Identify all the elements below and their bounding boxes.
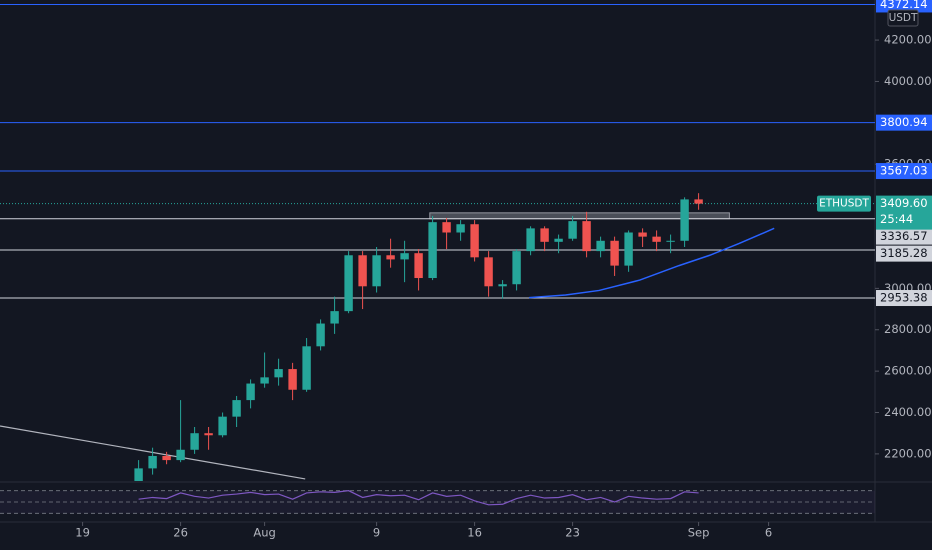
candle-body (218, 416, 227, 436)
candle-body (372, 255, 381, 287)
x-tick-label: 19 (75, 526, 90, 540)
candle-body (526, 228, 535, 252)
candle-body (554, 238, 563, 242)
candle-body (204, 433, 213, 436)
currency-label: USDT (889, 12, 918, 24)
candle-body (666, 240, 675, 242)
price-label-box (876, 245, 932, 262)
y-tick-label: 2200.00 (884, 446, 932, 460)
candle-body (330, 311, 339, 324)
y-tick-label: 4000.00 (884, 74, 932, 88)
candle-body (456, 224, 465, 233)
symbol-box (817, 195, 871, 212)
price-label: 2953.38 (880, 291, 928, 305)
candle-body (162, 455, 171, 461)
candle-body (442, 222, 451, 233)
price-label-box (876, 0, 932, 13)
candle-body (512, 251, 521, 285)
candle-body (498, 284, 507, 287)
candle-body (596, 240, 605, 252)
candle-body (302, 346, 311, 390)
x-tick-label: 6 (765, 526, 772, 540)
candle-body (344, 255, 353, 312)
candle-body (470, 224, 479, 258)
candle-body (232, 400, 241, 417)
candle-body (260, 377, 269, 384)
rsi-line (138, 490, 699, 506)
price-label-box (876, 228, 932, 245)
x-tick-label: 26 (173, 526, 188, 540)
candle-body (176, 449, 185, 461)
price-label: 3336.57 (880, 229, 928, 243)
candle-body (582, 221, 591, 252)
candle-body (694, 199, 703, 204)
candle-body (484, 257, 493, 287)
currency-box (887, 9, 919, 27)
price-label: 3800.94 (880, 115, 928, 129)
candle-body (428, 222, 437, 279)
y-tick-label: 2600.00 (884, 364, 932, 378)
candle-body (190, 433, 199, 450)
y-tick-label: 2400.00 (884, 405, 932, 419)
candle-body (610, 240, 619, 266)
candle-body (288, 369, 297, 390)
last-price-label: 3409.60 (880, 196, 928, 210)
candle-body (274, 369, 283, 378)
x-tick-label: 23 (565, 526, 580, 540)
support-curve (529, 227, 775, 299)
countdown-label: 25:44 (880, 212, 913, 226)
price-label: 4372.14 (880, 0, 928, 11)
price-label-box (876, 290, 932, 307)
price-label: 3567.03 (880, 164, 928, 178)
axes: 2200.002400.002600.002800.003000.003600.… (75, 0, 932, 540)
price-label-box (876, 163, 932, 180)
candle-body (652, 236, 661, 242)
candle-body (148, 455, 157, 469)
price-label: 3185.28 (880, 246, 928, 260)
candle-body (414, 253, 423, 279)
candle-body (134, 468, 143, 481)
rsi-pane (0, 490, 875, 514)
candle-body (316, 323, 325, 347)
main-pane (0, 3, 875, 481)
last-price-box (876, 195, 932, 230)
candle-body (246, 383, 255, 401)
x-tick-label: 16 (467, 526, 482, 540)
candle-body (680, 199, 689, 241)
candle-body (624, 232, 633, 266)
candle-body (568, 221, 577, 239)
candle-body (540, 228, 549, 242)
price-label-box (876, 114, 932, 131)
x-tick-label: 9 (373, 526, 380, 540)
y-tick-label: 2800.00 (884, 322, 932, 336)
candle-body (400, 253, 409, 260)
candle-body (358, 255, 367, 287)
candle-body (638, 232, 647, 237)
x-tick-label: Sep (688, 526, 710, 540)
candle-body (386, 255, 395, 260)
x-tick-label: Aug (253, 526, 275, 540)
y-tick-label: 4200.00 (884, 33, 932, 47)
symbol-label: ETHUSDT (819, 198, 869, 210)
